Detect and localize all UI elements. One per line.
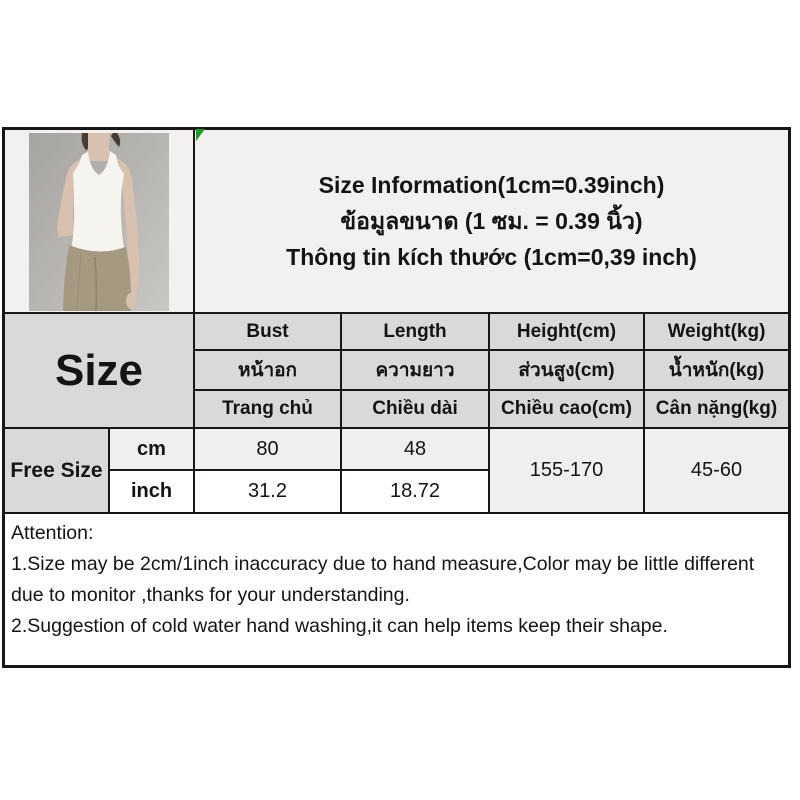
hair-wisp bbox=[111, 133, 121, 147]
attention-line-1: 1.Size may be 2cm/1inch inaccuracy due t… bbox=[11, 553, 755, 606]
col-header-bust-en: Bust bbox=[194, 313, 341, 350]
col-header-weight-en: Weight(kg) bbox=[644, 313, 789, 350]
value-bust-inch: 31.2 bbox=[194, 470, 341, 513]
value-height-range: 155-170 bbox=[489, 428, 644, 513]
title-line-en: Size Information(1cm=0.39inch) bbox=[318, 172, 665, 198]
value-length-cm: 48 bbox=[341, 428, 489, 470]
col-header-weight-vi: Cân nặng(kg) bbox=[644, 390, 789, 428]
title-line-th: ข้อมูลขนาด (1 ซม. = 0.39 นิ้ว) bbox=[340, 208, 643, 234]
size-info-title-block: Size Information(1cm=0.39inch) ข้อมูลขนา… bbox=[194, 129, 789, 313]
title-line-vi: Thông tin kích thước (1cm=0,39 inch) bbox=[286, 244, 697, 270]
unit-label-inch: inch bbox=[109, 470, 194, 513]
value-weight-range: 45-60 bbox=[644, 428, 789, 513]
col-header-length-th: ความยาว bbox=[341, 350, 489, 390]
model-right-arm bbox=[119, 160, 140, 305]
col-header-height-th: ส่วนสูง(cm) bbox=[489, 350, 644, 390]
size-chart-table: Size Information(1cm=0.39inch) ข้อมูลขนา… bbox=[2, 127, 791, 668]
col-header-length-en: Length bbox=[341, 313, 489, 350]
size-header: Size bbox=[4, 313, 194, 428]
col-header-bust-vi: Trang chủ bbox=[194, 390, 341, 428]
trouser-crease bbox=[76, 252, 82, 311]
unit-label-cm: cm bbox=[109, 428, 194, 470]
value-bust-cm: 80 bbox=[194, 428, 341, 470]
attention-line-2: 2.Suggestion of cold water hand washing,… bbox=[11, 615, 668, 637]
col-header-height-vi: Chiều cao(cm) bbox=[489, 390, 644, 428]
col-header-length-vi: Chiều dài bbox=[341, 390, 489, 428]
beige-trousers bbox=[63, 245, 132, 311]
attention-note: Attention: 1.Size may be 2cm/1inch inacc… bbox=[4, 513, 789, 666]
row-header-free-size: Free Size bbox=[4, 428, 109, 513]
attention-heading: Attention: bbox=[11, 522, 94, 544]
value-length-inch: 18.72 bbox=[341, 470, 489, 513]
product-photo-cell bbox=[4, 129, 194, 313]
trouser-crease bbox=[94, 256, 98, 311]
model-hand bbox=[126, 293, 136, 309]
white-camisole bbox=[71, 151, 124, 253]
product-photo bbox=[29, 133, 169, 311]
col-header-weight-th: น้ำหนัก(kg) bbox=[644, 350, 789, 390]
col-header-bust-th: หน้าอก bbox=[194, 350, 341, 390]
green-corner-marker bbox=[196, 129, 205, 141]
col-header-height-en: Height(cm) bbox=[489, 313, 644, 350]
